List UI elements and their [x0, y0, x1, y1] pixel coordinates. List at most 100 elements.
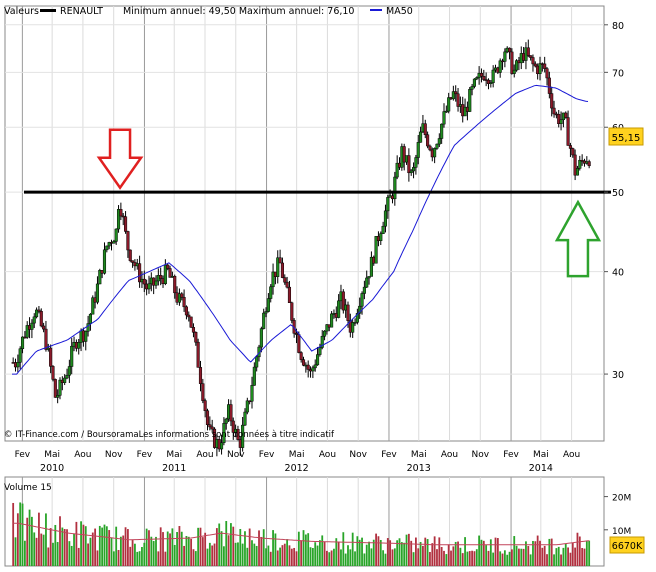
candle-body [35, 309, 39, 318]
volume-bar [400, 542, 403, 566]
volume-bar [52, 542, 54, 566]
candle-body [49, 347, 53, 367]
x-year-label: 2010 [40, 463, 64, 474]
candle-body [77, 342, 81, 349]
candle-body [39, 311, 43, 327]
candle-body [290, 302, 294, 321]
candle-body [337, 300, 341, 318]
candle-body [98, 270, 102, 285]
volume-bar [173, 544, 176, 566]
volume-bar [494, 537, 497, 566]
candle-body [177, 293, 181, 303]
volume-bar [534, 541, 537, 566]
volume-bar [47, 547, 50, 566]
volume-bar [220, 531, 223, 566]
candle-body [426, 134, 430, 147]
volume-bar [28, 509, 31, 566]
candle-body [241, 424, 245, 448]
volume-bar [38, 512, 40, 566]
volume-bar [244, 531, 246, 566]
volume-bar [354, 551, 356, 566]
x-month-label: Fev [15, 450, 31, 460]
volume-bar [384, 553, 387, 566]
candle-body [184, 306, 188, 316]
candle-body [330, 313, 334, 328]
volume-bar [19, 502, 22, 566]
x-month-label: Aou [441, 450, 458, 460]
volume-bar [389, 540, 392, 566]
candle-body [84, 330, 88, 342]
volume-bar [365, 544, 368, 566]
volume-bar [70, 545, 73, 566]
candle-body [423, 123, 427, 135]
volume-bar [265, 548, 267, 566]
candle-body [395, 162, 399, 178]
candle-body [367, 276, 371, 279]
candle-body [142, 278, 146, 285]
volume-bar [110, 537, 113, 566]
volume-bar [145, 528, 148, 566]
volume-bar [197, 527, 200, 566]
volume-bar [466, 551, 469, 566]
volume-bar [33, 532, 36, 566]
volume-bar [187, 536, 190, 566]
price-ytick-label: 30 [612, 370, 624, 381]
candle-body [53, 379, 57, 398]
candle-body [341, 291, 345, 311]
candle-body [25, 325, 29, 338]
candle-body [587, 161, 591, 167]
candle-body [414, 157, 418, 168]
volume-bar [487, 550, 490, 566]
x-year-label: 2013 [407, 463, 431, 474]
legend-ma-label: MA50 [386, 6, 413, 17]
candle-body [166, 264, 170, 269]
volume-bar [255, 545, 258, 566]
candle-body [208, 424, 212, 428]
volume-bar [318, 540, 321, 566]
volume-bar [152, 541, 155, 566]
volume-bar [518, 548, 520, 566]
volume-bar [56, 542, 59, 566]
volume-bar [304, 534, 307, 566]
x-month-label: Nov [471, 450, 489, 460]
candle-body [86, 323, 90, 332]
candle-body [568, 145, 572, 149]
volume-bar [141, 547, 143, 566]
volume-bar [347, 545, 349, 566]
candle-body [320, 335, 324, 348]
volume-bar [66, 529, 68, 566]
candle-body [564, 112, 568, 118]
volume-bar [251, 540, 253, 566]
candle-body [147, 283, 151, 290]
price-ytick-label: 70 [612, 68, 624, 79]
volume-bar [96, 550, 99, 566]
candle-body [393, 176, 397, 200]
volume-bar [16, 513, 19, 566]
volume-bar [283, 543, 286, 566]
volume-bar [134, 543, 136, 566]
volume-bar [454, 541, 457, 566]
candle-body [262, 312, 266, 329]
volume-bar [407, 533, 410, 566]
candle-body [269, 286, 273, 299]
volume-bar [316, 545, 319, 566]
volume-bar [342, 532, 345, 566]
volume-bar [412, 552, 415, 566]
volume-bar [218, 523, 221, 566]
volume-bar [588, 540, 591, 566]
price-ytick-label: 50 [612, 188, 624, 199]
x-month-label: Aou [563, 450, 580, 460]
volume-bar [89, 537, 92, 566]
volume-bar [159, 527, 162, 566]
candle-body [220, 442, 224, 450]
volume-bar [583, 548, 586, 566]
volume-bar [398, 538, 401, 566]
volume-bar [527, 546, 530, 566]
candle-body [365, 277, 369, 288]
volume-bar [351, 532, 354, 566]
volume-bar [108, 530, 111, 566]
volume-bar [42, 534, 45, 566]
volume-bar [208, 542, 211, 566]
candle-body [180, 293, 184, 298]
volume-bar [293, 547, 296, 566]
